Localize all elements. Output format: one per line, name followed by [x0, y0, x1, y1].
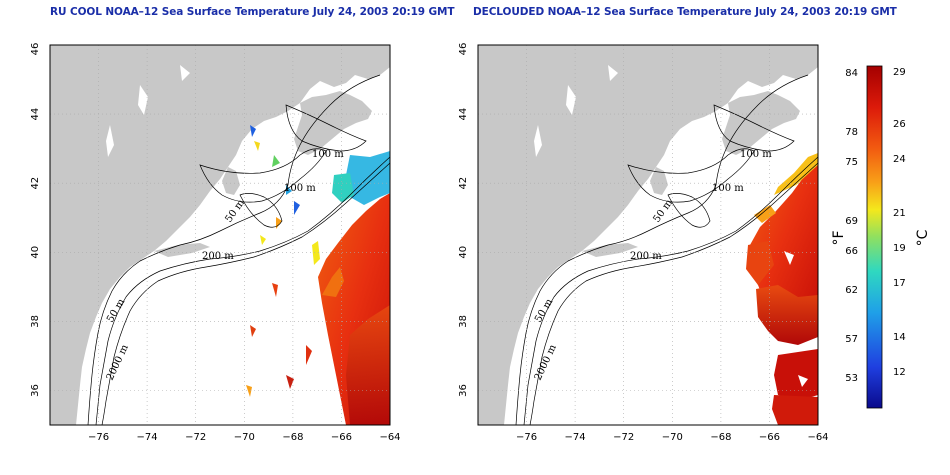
y-tick-label: 38	[458, 315, 469, 328]
colorbar-f-ticks: 84 78 75 69 66 62 57 53	[845, 68, 858, 384]
left-x-axis: −76 −74 −72 −70 −68 −66 −64	[88, 432, 401, 443]
y-tick-label: 42	[458, 177, 469, 190]
x-tick-label: −76	[516, 432, 537, 443]
contour-label: 100 m	[312, 149, 344, 160]
y-tick-label: 36	[458, 384, 469, 397]
x-tick-label: −72	[613, 432, 634, 443]
f-tick-label: 75	[845, 157, 858, 168]
left-map: 100 m 100 m 50 m 200 m 50 m 2000 m −76 −…	[30, 43, 401, 443]
c-tick-label: 14	[893, 332, 906, 343]
c-tick-label: 19	[893, 243, 906, 254]
f-tick-label: 53	[845, 373, 858, 384]
contour-label: 200 m	[202, 251, 234, 262]
x-tick-label: −70	[662, 432, 683, 443]
contour-label: 100 m	[712, 183, 744, 194]
colorbar: 84 78 75 69 66 62 57 53 29 26 24 21 19 1…	[831, 65, 931, 409]
right-map: 100 m 100 m 50 m 200 m 50 m 2000 m −76 −…	[458, 43, 829, 443]
f-tick-label: 84	[845, 68, 858, 79]
y-tick-label: 36	[30, 384, 41, 397]
c-tick-label: 29	[893, 67, 906, 78]
x-tick-label: −66	[331, 432, 352, 443]
f-tick-label: 57	[845, 334, 858, 345]
left-map-title: RU COOL NOAA–12 Sea Surface Temperature …	[50, 6, 455, 18]
x-tick-label: −76	[88, 432, 109, 443]
f-tick-label: 62	[845, 285, 858, 296]
right-x-axis: −76 −74 −72 −70 −68 −66 −64	[516, 432, 829, 443]
x-tick-label: −70	[234, 432, 255, 443]
y-tick-label: 42	[30, 177, 41, 190]
fahrenheit-unit-label: °F	[831, 230, 847, 245]
left-sst-data	[246, 125, 390, 425]
celsius-unit-label: °C	[915, 229, 931, 246]
y-tick-label: 44	[30, 108, 41, 121]
left-y-axis: 36 38 40 42 44 46	[30, 43, 41, 397]
x-tick-label: −74	[137, 432, 158, 443]
x-tick-label: −72	[185, 432, 206, 443]
c-tick-label: 21	[893, 208, 906, 219]
c-tick-label: 17	[893, 278, 906, 289]
y-tick-label: 44	[458, 108, 469, 121]
f-tick-label: 78	[845, 127, 858, 138]
y-tick-label: 40	[458, 246, 469, 259]
x-tick-label: −68	[710, 432, 731, 443]
x-tick-label: −74	[565, 432, 586, 443]
c-tick-label: 24	[893, 154, 906, 165]
right-y-axis: 36 38 40 42 44 46	[458, 43, 469, 397]
y-tick-label: 46	[30, 43, 41, 56]
x-tick-label: −66	[759, 432, 780, 443]
contour-label: 100 m	[740, 149, 772, 160]
x-tick-label: −64	[379, 432, 400, 443]
y-tick-label: 40	[30, 246, 41, 259]
y-tick-label: 46	[458, 43, 469, 56]
contour-label: 200 m	[630, 251, 662, 262]
x-tick-label: −64	[807, 432, 828, 443]
c-tick-label: 26	[893, 119, 906, 130]
x-tick-label: −68	[282, 432, 303, 443]
contour-label: 100 m	[284, 183, 316, 194]
f-tick-label: 69	[845, 216, 858, 227]
colorbar-gradient	[866, 65, 883, 409]
y-tick-label: 38	[30, 315, 41, 328]
right-map-title: DECLOUDED NOAA–12 Sea Surface Temperatur…	[473, 6, 897, 18]
f-tick-label: 66	[845, 246, 858, 257]
colorbar-c-ticks: 29 26 24 21 19 17 14 12	[893, 67, 906, 378]
c-tick-label: 12	[893, 367, 906, 378]
